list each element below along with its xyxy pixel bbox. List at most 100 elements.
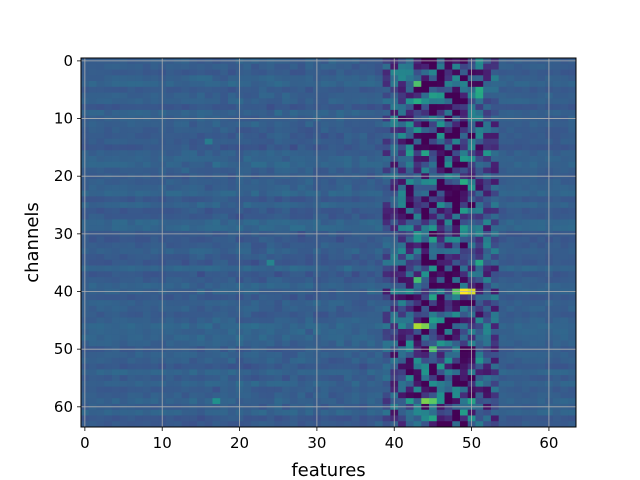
heatmap-cell xyxy=(429,242,438,249)
heatmap-cell xyxy=(436,311,445,318)
heatmap-cell xyxy=(328,369,337,376)
heatmap-cell xyxy=(568,179,577,186)
heatmap-cell xyxy=(429,386,438,393)
heatmap-cell xyxy=(413,109,422,117)
heatmap-cell xyxy=(552,334,561,341)
heatmap-cell xyxy=(537,213,546,220)
heatmap-cell xyxy=(405,340,414,347)
heatmap-cell xyxy=(398,254,407,261)
heatmap-cell xyxy=(351,328,360,336)
heatmap-cell xyxy=(96,207,105,215)
heatmap-cell xyxy=(359,109,368,117)
heatmap-cell xyxy=(382,277,391,284)
heatmap-cell xyxy=(459,236,469,243)
heatmap-cell xyxy=(452,225,461,232)
heatmap-cell xyxy=(197,184,206,192)
heatmap-cell xyxy=(429,369,438,376)
heatmap-cell xyxy=(305,421,314,428)
heatmap-cell xyxy=(135,248,144,255)
heatmap-cell xyxy=(297,375,306,382)
heatmap-cell xyxy=(359,369,368,376)
heatmap-cell xyxy=(328,352,337,359)
heatmap-cell xyxy=(459,219,469,226)
heatmap-cell xyxy=(297,196,306,203)
heatmap-cell xyxy=(212,305,221,313)
heatmap-cell xyxy=(289,190,298,197)
heatmap-cell xyxy=(351,317,360,324)
heatmap-cell xyxy=(320,86,329,93)
heatmap-cell xyxy=(521,213,530,220)
heatmap-cell xyxy=(444,277,453,284)
heatmap-cell xyxy=(297,282,306,290)
heatmap-cell xyxy=(444,213,453,220)
heatmap-cell xyxy=(374,109,384,117)
heatmap-cell xyxy=(498,357,507,364)
heatmap-cell xyxy=(189,236,198,243)
heatmap-cell xyxy=(266,207,275,215)
heatmap-cell xyxy=(459,161,469,168)
heatmap-cell xyxy=(475,375,484,382)
heatmap-cell xyxy=(382,254,391,261)
heatmap-cell xyxy=(111,254,121,261)
heatmap-cell xyxy=(382,104,391,111)
heatmap-cell xyxy=(220,421,229,428)
heatmap-cell xyxy=(374,334,384,341)
heatmap-cell xyxy=(212,271,221,278)
heatmap-cell xyxy=(212,248,221,255)
heatmap-cell xyxy=(475,144,484,151)
heatmap-cell xyxy=(111,75,121,82)
heatmap-cell xyxy=(150,109,159,117)
heatmap-cell xyxy=(197,265,206,272)
heatmap-cell xyxy=(289,277,298,284)
heatmap-cell xyxy=(429,259,438,266)
heatmap-cell xyxy=(297,380,306,388)
heatmap-cell xyxy=(150,380,159,388)
heatmap-cell xyxy=(173,75,182,82)
heatmap-cell xyxy=(475,271,484,278)
heatmap-cell xyxy=(258,213,268,220)
heatmap-cell xyxy=(135,202,144,209)
heatmap-cell xyxy=(212,386,221,393)
heatmap-cell xyxy=(374,277,384,284)
heatmap-cell xyxy=(173,380,182,388)
heatmap-cell xyxy=(398,421,407,428)
heatmap-cell xyxy=(514,92,523,99)
heatmap-cell xyxy=(88,92,97,99)
heatmap-cell xyxy=(251,98,260,105)
heatmap-cell xyxy=(514,369,523,376)
heatmap-cell xyxy=(429,98,438,105)
heatmap-cell xyxy=(374,352,384,359)
heatmap-cell xyxy=(88,294,97,301)
heatmap-cell xyxy=(568,242,577,249)
heatmap-cell xyxy=(429,265,438,272)
heatmap-cell xyxy=(421,317,430,324)
heatmap-cell xyxy=(111,323,121,330)
heatmap-cell xyxy=(343,328,353,336)
heatmap-cell xyxy=(436,259,445,266)
heatmap-cell xyxy=(374,259,384,266)
heatmap-cell xyxy=(173,363,182,370)
heatmap-cell xyxy=(227,357,237,364)
heatmap-cell xyxy=(336,282,345,290)
heatmap-cell xyxy=(382,190,391,197)
heatmap-cell xyxy=(96,323,105,330)
heatmap-cell xyxy=(506,132,515,140)
heatmap-cell xyxy=(173,132,182,140)
heatmap-cell xyxy=(475,150,484,157)
heatmap-cell xyxy=(367,271,376,278)
heatmap-cell xyxy=(529,63,538,70)
heatmap-cell xyxy=(405,144,414,151)
heatmap-cell xyxy=(320,98,329,105)
heatmap-cell xyxy=(336,63,345,70)
heatmap-cell xyxy=(88,69,97,76)
heatmap-cell xyxy=(413,98,422,105)
heatmap-cell xyxy=(111,357,121,364)
heatmap-cell xyxy=(382,259,391,266)
heatmap-cell xyxy=(212,75,221,82)
heatmap-cell xyxy=(498,69,507,76)
heatmap-cell xyxy=(568,121,577,128)
heatmap-cell xyxy=(258,409,268,416)
heatmap-cell xyxy=(119,81,128,88)
heatmap-cell xyxy=(552,132,561,140)
heatmap-cell xyxy=(181,254,190,261)
